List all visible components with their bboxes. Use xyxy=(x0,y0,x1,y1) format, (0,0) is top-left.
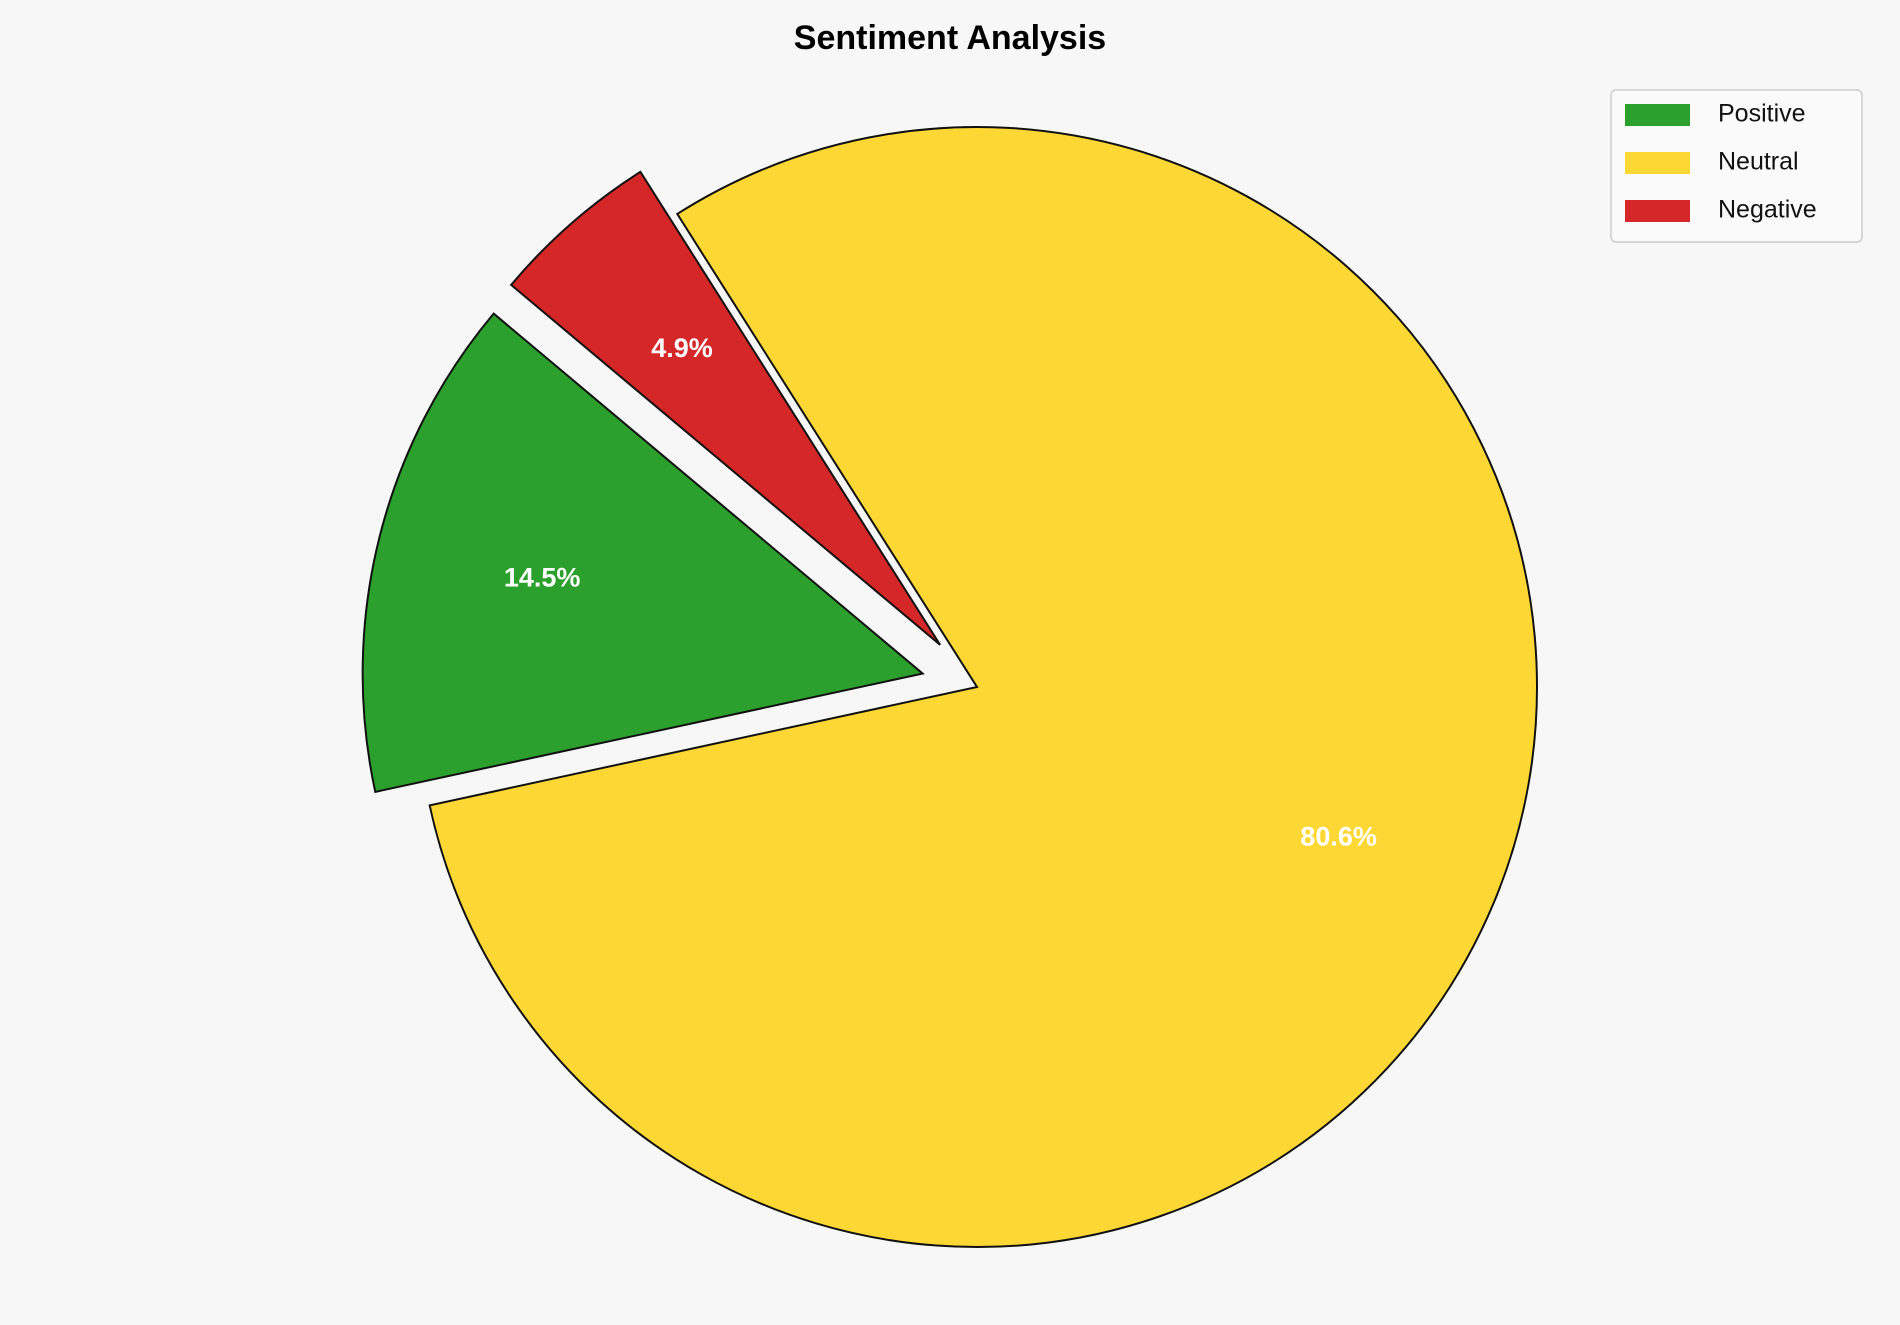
slice-label: 14.5% xyxy=(504,563,581,593)
slice-label: 4.9% xyxy=(651,333,713,363)
chart-title: Sentiment Analysis xyxy=(794,19,1106,57)
legend-label: Neutral xyxy=(1718,148,1799,176)
legend-label: Positive xyxy=(1718,100,1806,128)
pie-slice xyxy=(509,170,941,646)
pie-slice xyxy=(361,312,925,794)
legend-swatch xyxy=(1625,104,1690,126)
slice-label: 80.6% xyxy=(1300,822,1377,852)
pie-slice xyxy=(428,126,1538,1248)
legend-swatch xyxy=(1625,152,1690,174)
legend-swatch xyxy=(1625,200,1690,222)
legend-label: Negative xyxy=(1718,196,1817,224)
